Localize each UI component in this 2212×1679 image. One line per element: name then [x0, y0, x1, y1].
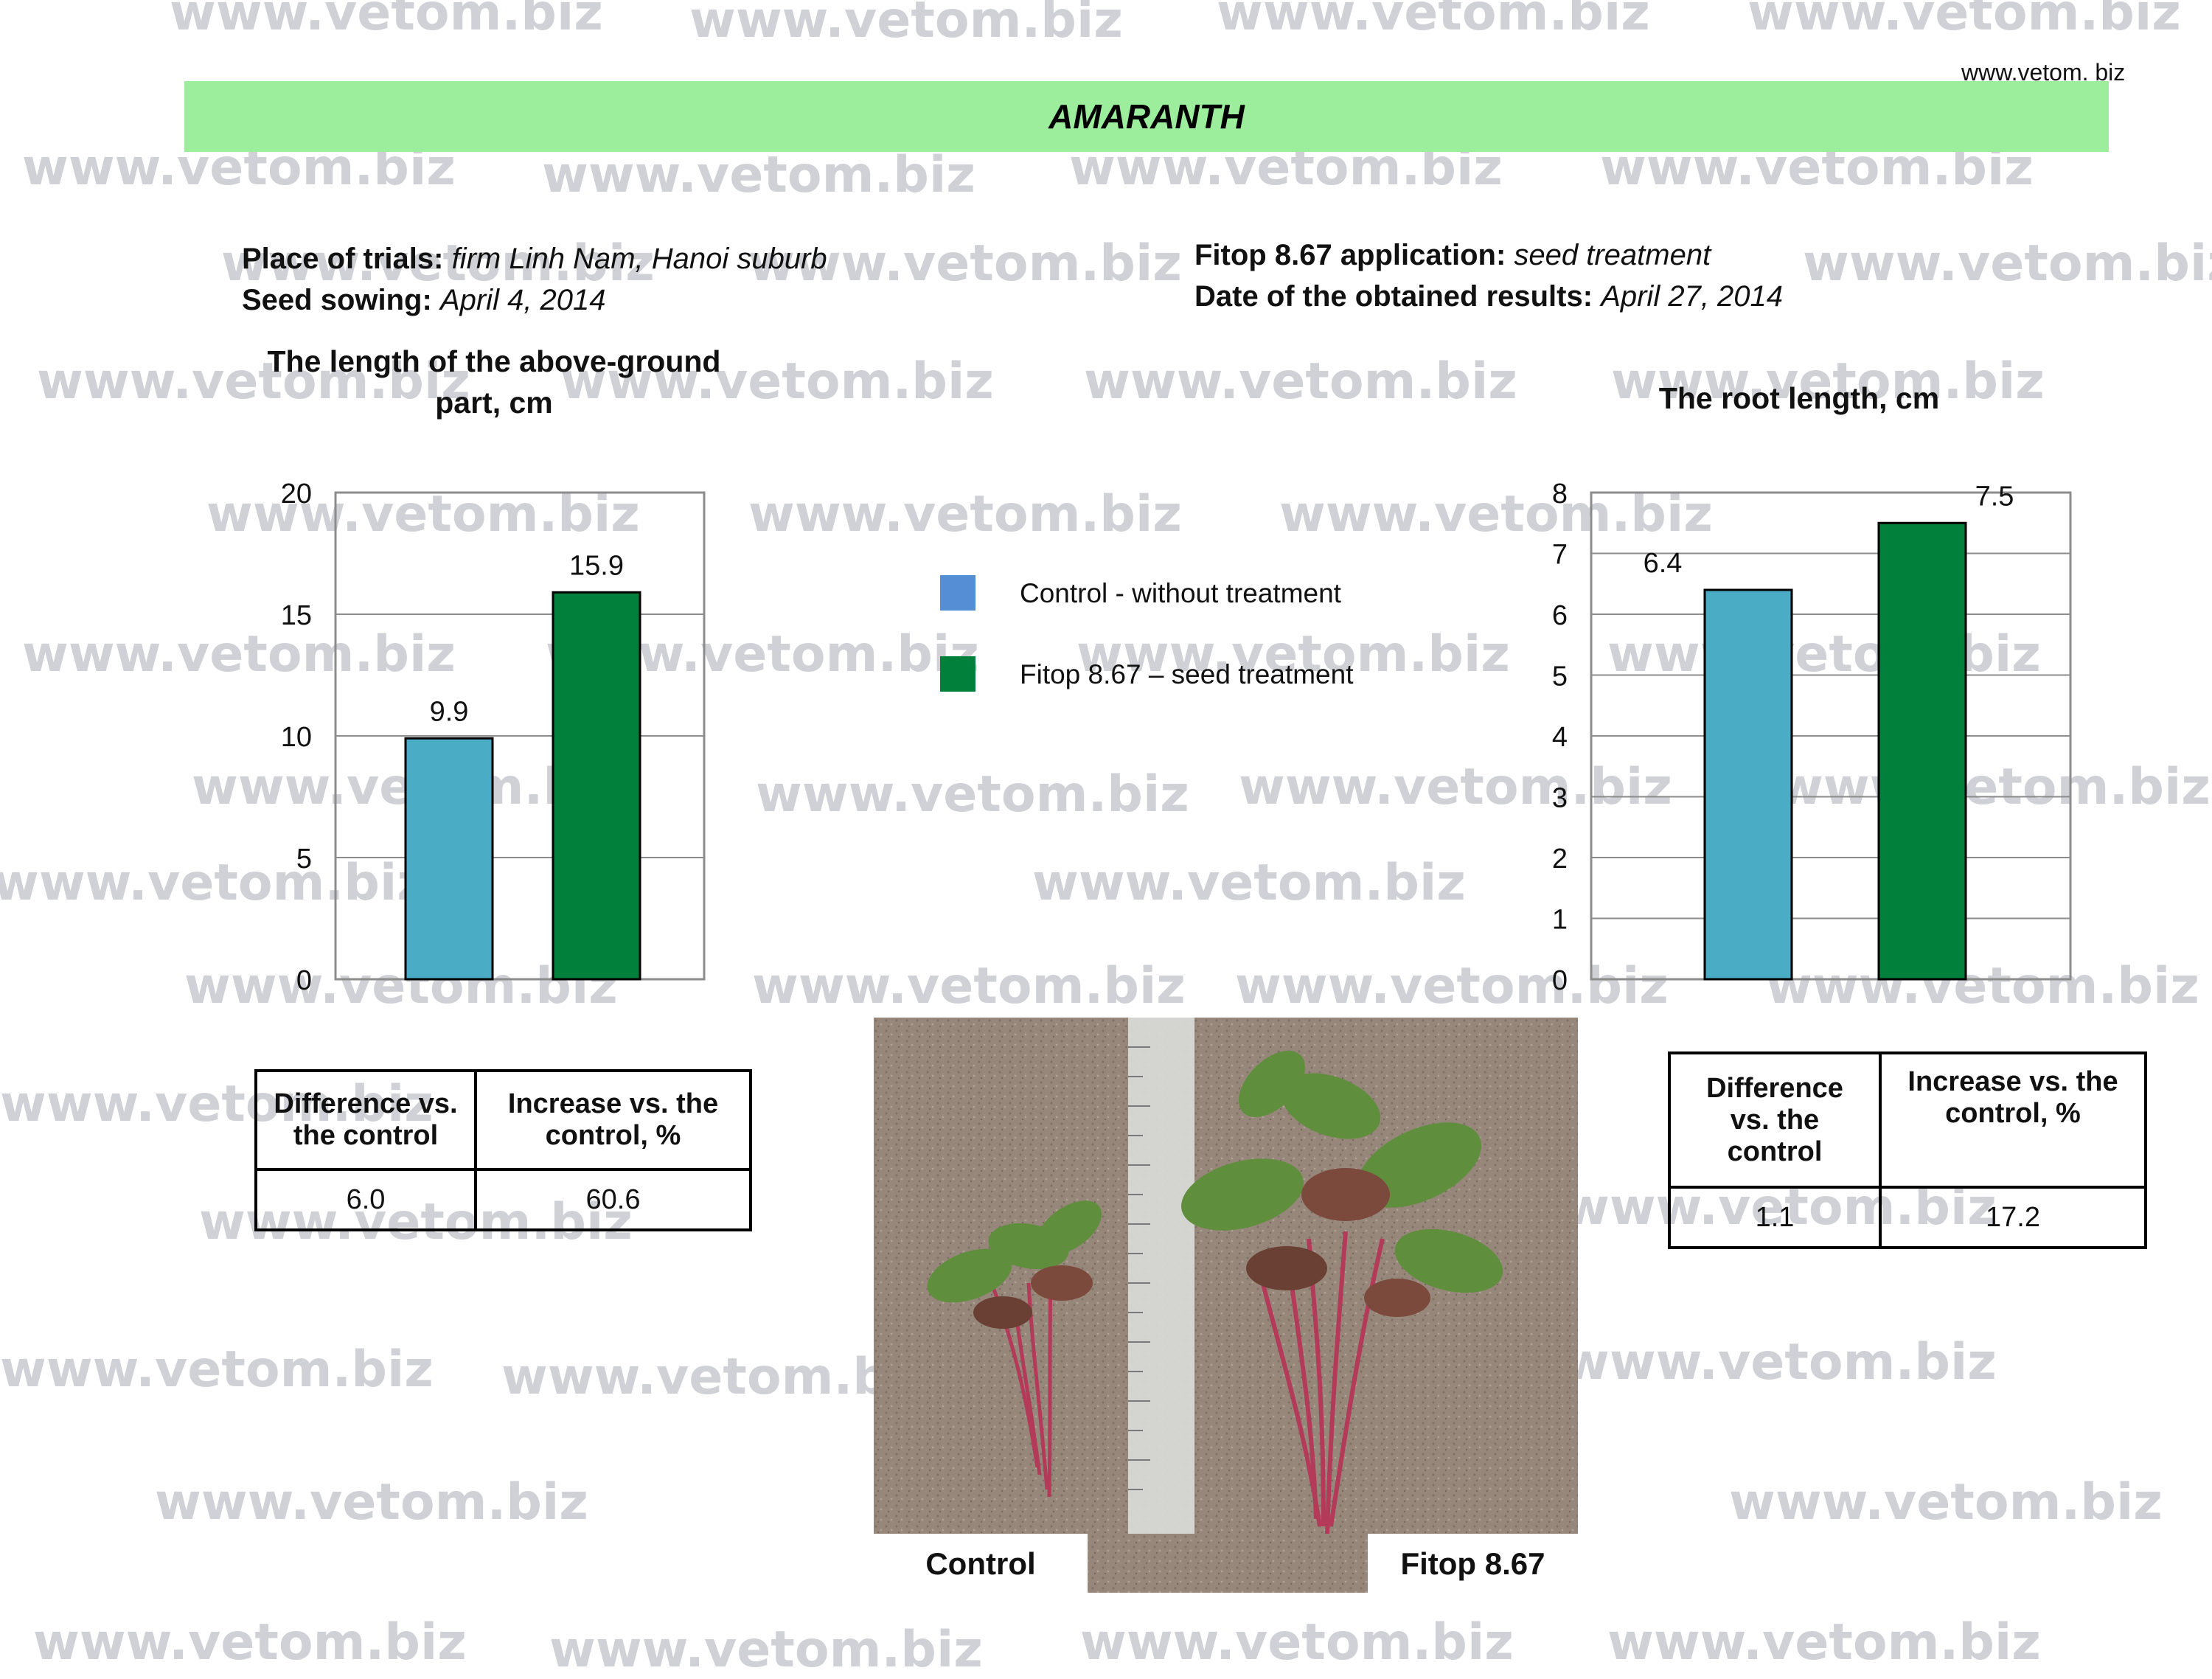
chart-right-title: The root length, cm: [1658, 381, 1940, 415]
watermark: www.vetom.biz: [1239, 758, 1672, 816]
plot-frame: [1590, 491, 2072, 981]
y-tick-label: 3: [1552, 783, 1568, 814]
y-tick-label: 8: [1552, 479, 1568, 510]
legend-swatch-control: [940, 575, 975, 611]
watermark: www.vetom.biz: [1077, 625, 1510, 684]
trial-info-right: Fitop 8.67 application: seed treatment D…: [1194, 234, 1783, 317]
y-tick-label: 0: [296, 965, 312, 996]
seed-sowing: Seed sowing: April 4, 2014: [242, 284, 606, 316]
plants-illustration: [874, 1018, 1578, 1593]
y-tick-label: 7: [1552, 540, 1568, 571]
photo-caption-treated: Fitop 8.67: [1368, 1534, 1578, 1594]
legend-label-control: Control - without treatment: [1020, 578, 1341, 608]
y-tick-label: 20: [281, 479, 312, 510]
watermark: www.vetom.biz: [221, 234, 655, 293]
bar-treated: [552, 591, 641, 981]
table-row: 1.1 17.2: [1668, 1186, 2147, 1249]
legend-label-treated: Fitop 8.67 – seed treatment: [1020, 659, 1354, 689]
watermark: www.vetom.biz: [155, 1473, 588, 1532]
y-tick-label: 5: [1552, 661, 1568, 692]
table-row: Difference vs. the control Increase vs. …: [254, 1069, 752, 1171]
bar-control: [404, 737, 494, 981]
table-row: Difference vs. the control Increase vs. …: [1668, 1051, 2147, 1189]
y-tick-label: 0: [1552, 965, 1568, 996]
y-tick-label: 10: [281, 722, 312, 753]
place-of-trials: Place of trials: firm Linh Nam, Hanoi su…: [242, 243, 827, 275]
results-date: Date of the obtained results: April 27, …: [1194, 280, 1784, 313]
y-tick-label: 2: [1552, 844, 1568, 875]
y-tick-label: 4: [1552, 722, 1568, 753]
watermark: www.vetom.biz: [501, 1348, 935, 1406]
table-header-increase: Increase vs. the control, %: [1879, 1051, 2147, 1189]
watermark: www.vetom.biz: [748, 234, 1182, 293]
watermark: www.vetom.biz: [206, 485, 640, 543]
plants-photo: [874, 1018, 1578, 1593]
watermark: www.vetom.biz: [1803, 234, 2212, 293]
y-tick-label: 15: [281, 600, 312, 631]
watermark: www.vetom.biz: [756, 765, 1189, 824]
bar-treated: [1877, 521, 1967, 981]
watermark: www.vetom.biz: [1235, 957, 1669, 1015]
data-label: 9.9: [430, 696, 469, 727]
watermark: www.vetom.biz: [22, 625, 456, 684]
table-cell-difference: 6.0: [254, 1168, 477, 1231]
watermark: www.vetom.biz: [752, 957, 1186, 1015]
watermark: www.vetom.biz: [1777, 758, 2211, 816]
watermark: www.vetom.biz: [1279, 485, 1713, 543]
watermark: www.vetom.biz: [0, 1341, 434, 1399]
watermark: www.vetom.biz: [1607, 625, 2041, 684]
trial-info-left: Place of trials: firm Linh Nam, Hanoi su…: [242, 238, 827, 321]
watermark: www.vetom.biz: [1729, 1473, 2163, 1532]
data-label: 6.4: [1644, 548, 1683, 579]
fitop-application: Fitop 8.67 application: seed treatment: [1194, 239, 1711, 271]
watermark: www.vetom.biz: [1084, 352, 1517, 411]
watermark: www.vetom.biz: [1611, 352, 2045, 411]
bar-control: [1703, 588, 1793, 981]
table-row: 6.0 60.6: [254, 1168, 752, 1231]
watermark: www.vetom.biz: [748, 485, 1182, 543]
watermark: www.vetom.biz: [560, 352, 994, 411]
legend-swatch-treated: [940, 656, 975, 692]
table-header-difference: Difference vs. the control: [1668, 1051, 1882, 1189]
watermark: www.vetom.biz: [170, 0, 603, 42]
data-label: 15.9: [569, 550, 624, 581]
watermark: www.vetom.biz: [689, 0, 1123, 49]
watermark: www.vetom.biz: [1217, 0, 1650, 42]
watermark: www.vetom.biz: [1563, 1333, 1997, 1391]
watermark: www.vetom.biz: [1766, 957, 2199, 1015]
watermark: www.vetom.biz: [542, 146, 975, 204]
watermark: www.vetom.biz: [1032, 854, 1466, 912]
results-table-left: Difference vs. the control Increase vs. …: [254, 1069, 752, 1231]
plot-frame: [334, 491, 706, 981]
title-banner: AMARANTH: [184, 81, 2109, 152]
y-tick-label: 6: [1552, 600, 1568, 631]
results-table-right: Difference vs. the control Increase vs. …: [1668, 1051, 2147, 1249]
table-cell-increase: 17.2: [1879, 1186, 2147, 1249]
table-cell-difference: 1.1: [1668, 1186, 1882, 1249]
y-tick-label: 5: [296, 844, 312, 875]
site-label: www.vetom. biz: [1961, 59, 2126, 86]
watermark: www.vetom.biz: [184, 957, 618, 1015]
table-header-difference: Difference vs. the control: [254, 1069, 477, 1171]
table-header-increase: Increase vs. the control, %: [474, 1069, 752, 1171]
watermark: www.vetom.biz: [37, 352, 470, 411]
table-cell-increase: 60.6: [474, 1168, 752, 1231]
y-tick-label: 1: [1552, 905, 1568, 936]
watermark: www.vetom.biz: [0, 854, 426, 912]
chart-left-title: The length of the above-ground part, cm: [267, 344, 721, 420]
page-title: AMARANTH: [1048, 97, 1245, 136]
photo-caption-control: Control: [874, 1534, 1088, 1594]
watermark: www.vetom.biz: [1747, 0, 2181, 42]
data-label: 7.5: [1975, 481, 2014, 512]
